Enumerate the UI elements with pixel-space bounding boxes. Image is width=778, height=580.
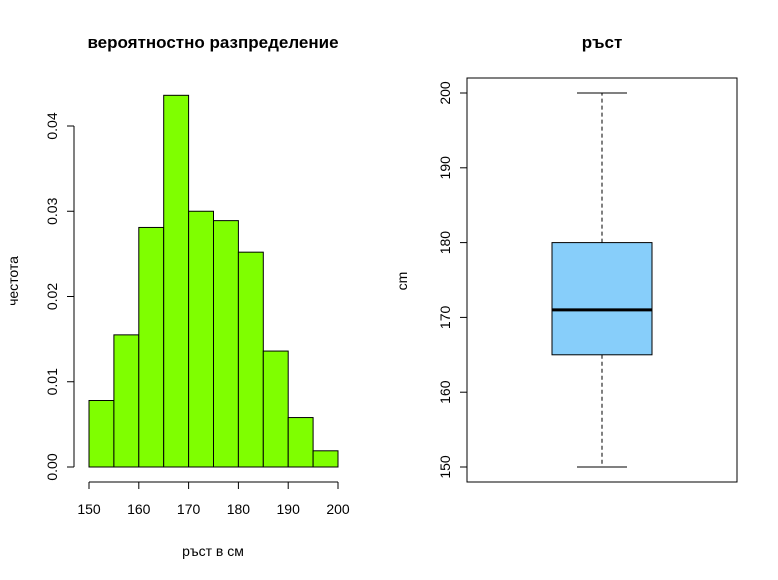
histogram-bar: [237, 251, 264, 468]
histogram-x-tick-label: 150: [77, 501, 101, 517]
histogram-bar: [287, 417, 314, 468]
histogram-x-tick-label: 180: [227, 501, 251, 517]
histogram-bar: [113, 334, 140, 468]
boxplot-title: ръст: [582, 33, 623, 52]
histogram-bar: [163, 94, 190, 468]
histogram-bar: [213, 220, 239, 468]
histogram-y-tick-label: 0.02: [44, 283, 60, 310]
histogram-y-tick-label: 0.04: [44, 112, 60, 139]
histogram-bar: [88, 400, 115, 468]
histogram-panel: вероятностно разпределение ръст в см чес…: [5, 33, 350, 559]
boxplot-y-tick-label: 180: [437, 231, 453, 255]
histogram-bar: [138, 226, 165, 468]
histogram-x-tick-label: 160: [127, 501, 151, 517]
boxplot-y-tick-label: 190: [437, 156, 453, 180]
histogram-x-tick-label: 200: [326, 501, 350, 517]
histogram-y-tick-label: 0.01: [44, 368, 60, 395]
boxplot-y-tick-label: 200: [437, 81, 453, 105]
histogram-bar: [188, 210, 215, 468]
histogram-x-axis-label: ръст в см: [182, 543, 244, 559]
histogram-title: вероятностно разпределение: [87, 33, 338, 52]
boxplot-y-tick-label: 150: [437, 455, 453, 479]
histogram-x-tick-label: 170: [177, 501, 201, 517]
histogram-y-tick-label: 0.03: [44, 197, 60, 224]
boxplot-plot-frame: [466, 77, 738, 483]
boxplot-marks: [551, 92, 653, 468]
boxplot-y-axis: 150 160 170 180 190 200: [437, 81, 467, 479]
histogram-bar: [312, 450, 339, 468]
histogram-y-axis: 0.00 0.01 0.02 0.03 0.04: [44, 112, 75, 481]
histogram-y-axis-label: честота: [5, 256, 21, 306]
boxplot-y-tick-label: 170: [437, 306, 453, 330]
boxplot-box: [551, 242, 653, 356]
histogram-y-tick-label: 0.00: [44, 453, 60, 480]
histogram-bar: [262, 350, 289, 468]
histogram-x-tick-label: 190: [277, 501, 301, 517]
boxplot-y-axis-label: cm: [394, 272, 410, 291]
histogram-bars: [88, 94, 339, 468]
histogram-x-axis: 150 160 170 180 190 200: [77, 481, 350, 517]
boxplot-panel: ръст cm 150 160 170 180 190 200: [394, 33, 738, 483]
boxplot-y-tick-label: 160: [437, 380, 453, 404]
